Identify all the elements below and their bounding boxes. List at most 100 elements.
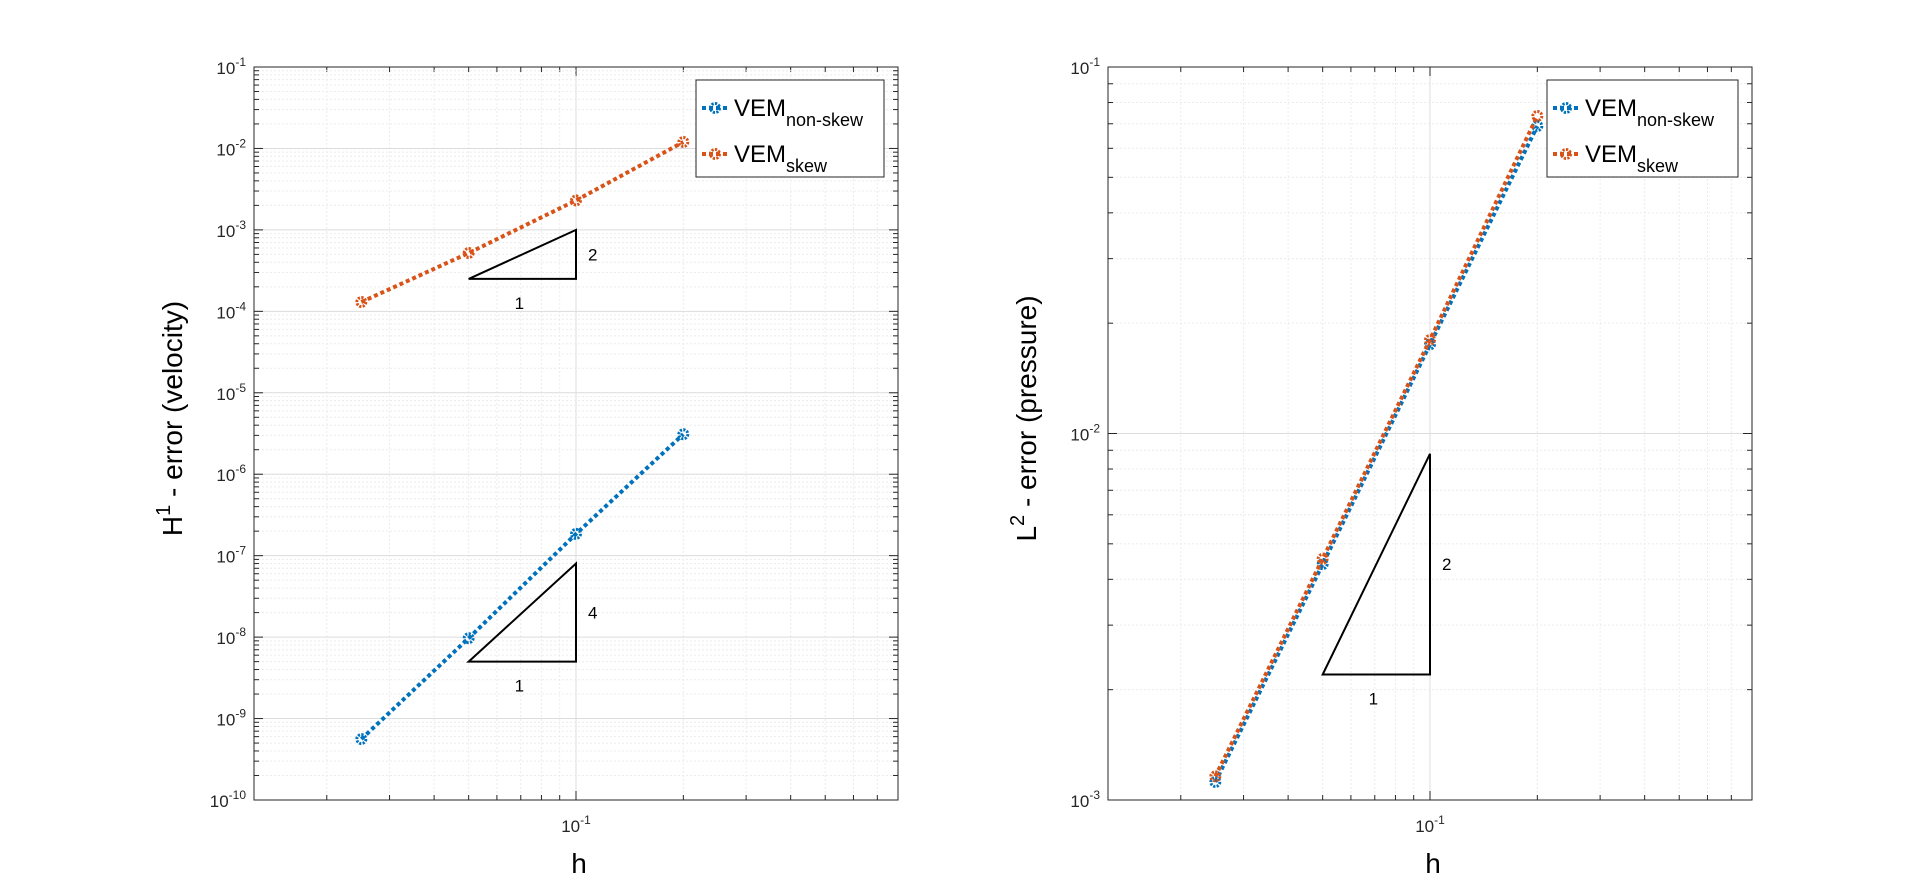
legend-label: VEMskew	[734, 141, 828, 176]
y-axis-title-rest: - error (pressure)	[1011, 295, 1042, 514]
x-tick-base: 10	[1415, 817, 1434, 836]
y-tick-label: 10-3	[1070, 788, 1100, 811]
y-tick-exponent: -7	[235, 544, 246, 558]
data-point-skew	[1424, 333, 1436, 346]
legend-box	[1546, 79, 1739, 178]
x-axis-title: h	[1425, 848, 1441, 879]
data-point-non-skew	[1316, 558, 1329, 571]
legend-label-name: VEM	[734, 95, 786, 122]
y-tick-exponent: -2	[1089, 422, 1100, 436]
y-tick-exponent: -3	[235, 218, 246, 232]
slope-run-label: 1	[1369, 690, 1378, 709]
y-axis-title: L2 - error (pressure)	[1007, 295, 1042, 541]
legend-marker	[709, 148, 721, 160]
y-tick-label: 10-10	[210, 788, 247, 811]
y-tick-exponent: -4	[235, 299, 246, 313]
y-tick-base: 10	[216, 548, 235, 567]
slope-triangle	[468, 228, 577, 280]
y-tick-label: 10-1	[216, 55, 246, 78]
x-axis-title: h	[571, 848, 587, 879]
y-tick-base: 10	[1070, 426, 1089, 445]
legend-label: VEMskew	[1585, 141, 1679, 176]
data-point-skew	[570, 194, 582, 207]
slope-run-label: 1	[515, 294, 524, 313]
series-line-non-skew	[1213, 125, 1540, 783]
y-axis-title-rest: - error (velocity)	[157, 301, 188, 505]
data-point-non-skew	[462, 632, 475, 645]
slope-rise-label: 4	[588, 604, 597, 623]
axes-box	[1107, 66, 1753, 801]
slope-triangle	[466, 561, 577, 663]
y-tick-label: 10-4	[216, 299, 246, 322]
y-tick-label: 10-2	[1070, 422, 1100, 445]
y-tick-base: 10	[1070, 792, 1089, 811]
y-tick-label: 10-9	[216, 707, 246, 730]
y-tick-base: 10	[216, 303, 235, 322]
y-tick-label: 10-3	[216, 218, 246, 241]
data-point-skew	[1209, 770, 1222, 783]
data-point-non-skew	[570, 527, 582, 540]
y-tick-label: 10-6	[216, 462, 246, 485]
data-point-skew	[677, 135, 690, 148]
y-tick-exponent: -1	[1089, 55, 1100, 69]
y-tick-base: 10	[216, 59, 235, 78]
y-tick-base: 10	[216, 222, 235, 241]
y-tick-label: 10-7	[216, 544, 246, 567]
y-tick-label: 10-1	[1070, 55, 1100, 78]
legend-label-sub: non-skew	[1637, 110, 1715, 130]
y-tick-exponent: -8	[235, 625, 246, 639]
slope-triangle	[1321, 453, 1431, 676]
legend-label-name: VEM	[1585, 95, 1637, 122]
y-tick-label: 10-2	[216, 136, 246, 159]
data-point-skew	[355, 296, 368, 309]
axes-box	[253, 66, 899, 801]
x-tick-exponent: -1	[1434, 813, 1445, 827]
x-tick-base: 10	[561, 817, 580, 836]
legend-box	[695, 79, 885, 178]
y-tick-exponent: -6	[235, 462, 246, 476]
y-axis-title-base: L	[1011, 526, 1042, 542]
legend-label-sub: skew	[786, 156, 828, 176]
y-tick-exponent: -5	[235, 381, 246, 395]
series-line-skew	[1213, 115, 1540, 778]
y-axis-title-base: H	[157, 516, 188, 536]
x-tick-label: 10-1	[561, 813, 591, 836]
y-axis-title-sup: 1	[153, 505, 175, 516]
y-tick-base: 10	[216, 385, 235, 404]
y-tick-exponent: -1	[235, 55, 246, 69]
slope-run-label: 1	[515, 677, 524, 696]
y-tick-base: 10	[216, 466, 235, 485]
y-tick-exponent: -2	[235, 136, 246, 150]
y-tick-exponent: -3	[1089, 788, 1100, 802]
y-tick-base: 10	[210, 792, 229, 811]
y-tick-base: 10	[216, 629, 235, 648]
chart-1: 10-1010-910-810-710-610-510-410-310-210-…	[153, 55, 899, 879]
y-axis-title: H1 - error (velocity)	[153, 301, 188, 536]
legend-label-name: VEM	[1585, 141, 1637, 168]
series-line-non-skew	[359, 432, 685, 741]
x-tick-exponent: -1	[580, 813, 591, 827]
data-point-skew	[1316, 552, 1329, 565]
y-tick-base: 10	[1070, 59, 1089, 78]
legend-label-sub: skew	[1637, 156, 1679, 176]
legend-marker	[1560, 148, 1572, 160]
series-line-skew	[360, 140, 685, 304]
data-point-skew	[1531, 110, 1544, 123]
y-tick-base: 10	[216, 140, 235, 159]
legend-label: VEMnon-skew	[734, 95, 864, 130]
y-tick-exponent: -9	[235, 707, 246, 721]
legend-marker	[1560, 102, 1572, 114]
y-tick-label: 10-8	[216, 625, 246, 648]
data-point-non-skew	[1531, 120, 1544, 133]
y-tick-label: 10-5	[216, 381, 246, 404]
data-point-non-skew	[355, 733, 368, 746]
x-tick-label: 10-1	[1415, 813, 1445, 836]
slope-rise-label: 2	[588, 245, 597, 264]
y-tick-exponent: -10	[229, 788, 247, 802]
data-point-non-skew	[677, 428, 690, 441]
legend-label-name: VEM	[734, 141, 786, 168]
slope-rise-label: 2	[1442, 555, 1451, 574]
